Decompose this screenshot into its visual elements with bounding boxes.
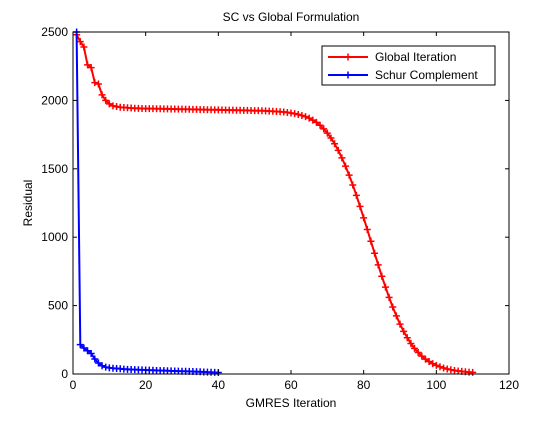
data-point-global	[469, 368, 477, 376]
data-point-schur	[84, 347, 92, 355]
data-point-schur	[76, 341, 84, 349]
data-point-global	[327, 134, 335, 142]
data-point-global	[396, 320, 404, 328]
y-axis-label: Residual	[21, 180, 35, 227]
legend-label-schur: Schur Complement	[375, 68, 478, 82]
data-point-global	[349, 181, 357, 189]
data-point-global	[425, 358, 433, 366]
data-point-global	[102, 96, 110, 104]
legend-marker-schur	[344, 71, 352, 79]
data-point-global	[87, 64, 95, 72]
data-point-global	[302, 113, 310, 121]
y-tick-label: 2000	[41, 93, 68, 107]
data-point-global	[80, 43, 88, 51]
data-point-global	[429, 360, 437, 368]
y-tick-label: 1500	[41, 162, 68, 176]
plot-area	[73, 32, 509, 374]
x-tick-label: 60	[284, 378, 298, 392]
data-point-global	[94, 80, 102, 88]
data-point-global	[105, 100, 113, 108]
legend-box	[321, 45, 496, 86]
data-point-schur	[91, 355, 99, 363]
data-point-global	[98, 91, 106, 99]
data-point-global	[400, 327, 408, 335]
data-point-global	[440, 364, 448, 372]
data-point-global	[331, 140, 339, 148]
data-point-global	[418, 352, 426, 360]
data-point-global	[385, 293, 393, 301]
data-point-global	[291, 110, 299, 118]
data-point-global	[367, 237, 375, 245]
data-point-global	[381, 283, 389, 291]
data-point-schur	[98, 362, 106, 370]
data-point-global	[403, 334, 411, 342]
data-point-global	[312, 118, 320, 126]
data-point-global	[91, 79, 99, 87]
legend-entry-global: Global Iteration	[328, 50, 456, 64]
data-point-global	[363, 226, 371, 234]
x-tick-label: 100	[426, 378, 446, 392]
y-tick-label: 1000	[41, 230, 68, 244]
data-point-schur	[80, 344, 88, 352]
data-point-global	[421, 355, 429, 363]
data-point-global	[84, 61, 92, 69]
data-point-global	[338, 154, 346, 162]
axes-box	[72, 31, 510, 375]
x-tick-label: 0	[70, 378, 77, 392]
data-point-global	[371, 249, 379, 257]
data-point-global	[360, 214, 368, 222]
y-tick-label: 2500	[41, 25, 68, 39]
data-point-global	[407, 339, 415, 347]
data-point-global	[334, 146, 342, 154]
legend-entry-schur: Schur Complement	[328, 68, 478, 82]
data-point-global	[436, 363, 444, 371]
x-tick-label: 120	[499, 378, 519, 392]
x-axis-label: GMRES Iteration	[246, 396, 337, 410]
data-point-schur	[87, 349, 95, 357]
data-point-global	[356, 202, 364, 210]
x-tick-label: 20	[139, 378, 153, 392]
data-point-global	[389, 303, 397, 311]
data-point-global	[414, 349, 422, 357]
data-point-global	[320, 125, 328, 133]
series-global	[73, 31, 477, 376]
x-tick-label: 40	[212, 378, 226, 392]
series-layer	[73, 28, 477, 376]
data-point-global	[305, 114, 313, 122]
data-point-global	[392, 312, 400, 320]
data-point-global	[411, 344, 419, 352]
x-tick-label: 80	[357, 378, 371, 392]
data-point-global	[443, 365, 451, 373]
data-point-global	[316, 121, 324, 129]
legend-marker-global	[344, 53, 352, 61]
data-point-global	[309, 116, 317, 124]
data-point-schur	[94, 359, 102, 367]
data-point-global	[323, 129, 331, 137]
data-point-global	[352, 191, 360, 199]
y-tick-label: 500	[48, 299, 68, 313]
y-tick-label: 0	[61, 367, 68, 381]
data-point-global	[374, 261, 382, 269]
legend-label-global: Global Iteration	[375, 50, 456, 64]
data-point-global	[378, 272, 386, 280]
legend: Global Iteration Schur Complement	[321, 45, 496, 86]
data-point-global	[298, 111, 306, 119]
data-point-global	[432, 361, 440, 369]
axis-ticks: 0 20 40 60 80 100 120 0 500 1000 1500 2000 2500	[41, 25, 519, 392]
data-point-global	[342, 162, 349, 170]
data-point-global	[294, 110, 302, 118]
series-schur	[73, 28, 222, 376]
data-point-global	[345, 171, 353, 179]
chart-title: SC vs Global Formulation	[223, 10, 360, 24]
data-point-global	[76, 38, 84, 46]
